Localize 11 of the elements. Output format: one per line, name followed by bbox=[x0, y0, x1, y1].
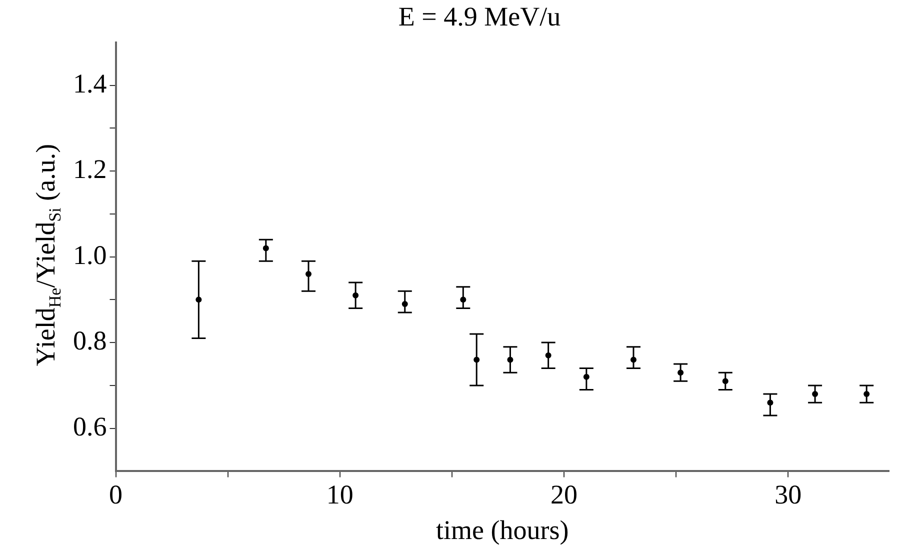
chart-title: E = 4.9 MeV/u bbox=[398, 1, 562, 32]
x-tick-label: 20 bbox=[550, 479, 578, 510]
y-tick-label: 0.8 bbox=[73, 326, 107, 356]
y-tick-label: 1.0 bbox=[73, 240, 107, 270]
y-tick-label: 1.2 bbox=[73, 154, 107, 184]
x-tick-label: 30 bbox=[774, 479, 802, 510]
y-tick-label: 1.4 bbox=[73, 68, 108, 98]
x-axis-title: time (hours) bbox=[436, 514, 569, 545]
x-tick-label: 0 bbox=[109, 479, 122, 510]
y-tick-label: 0.6 bbox=[73, 411, 107, 442]
x-tick-label: 10 bbox=[326, 479, 354, 510]
